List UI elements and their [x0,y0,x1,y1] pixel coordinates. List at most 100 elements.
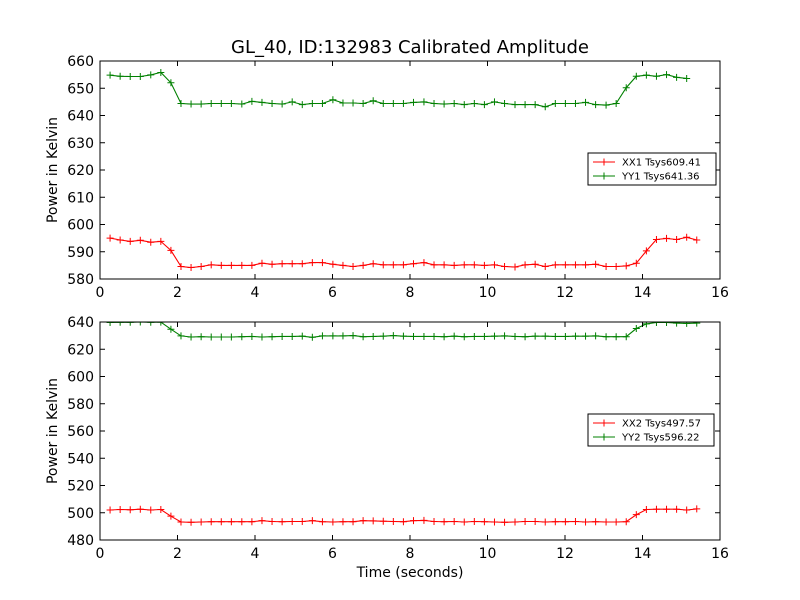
data-point [541,262,549,270]
data-point [612,100,620,108]
data-point [582,98,590,106]
data-point [683,233,691,241]
data-point [207,518,215,526]
data-point [652,72,660,80]
data-point [147,238,155,246]
y-tick-label: 630 [67,136,94,152]
data-point [430,100,438,108]
data-point [592,101,600,109]
data-point [258,98,266,106]
data-point [318,518,326,526]
data-point [450,332,458,340]
data-point [308,100,316,108]
data-point [683,74,691,82]
data-point [490,332,498,340]
data-point [470,100,478,108]
data-point [582,518,590,526]
data-point [268,517,276,525]
data-point [409,98,417,106]
legend-label: YY2 Tsys596.22 [621,433,700,444]
data-point [490,518,498,526]
data-point [420,332,428,340]
data-point [531,517,539,525]
data-point [521,333,529,341]
data-point [420,259,428,267]
data-point [693,236,701,244]
legend: XX2 Tsys497.57 YY2 Tsys596.22 [587,413,715,447]
data-point [298,260,306,268]
y-tick-label: 540 [67,451,94,467]
data-point [258,259,266,267]
y-tick-label: 620 [67,163,94,179]
top-panel: 0 2 4 6 8 10 12 14 16 580 590 600 610 620 630 640 650 660… [45,54,729,301]
data-point [602,101,610,109]
data-point [329,332,337,340]
x-tick-label: 4 [251,546,260,562]
data-point [612,333,620,341]
data-point [430,332,438,340]
data-point [359,517,367,525]
data-point [126,506,134,514]
y-tick-label: 590 [67,245,94,261]
y-tick-label: 480 [67,533,94,549]
data-point [359,261,367,269]
data-point [369,332,377,340]
data-point [248,97,256,105]
legend-marker [600,158,608,166]
data-point [541,103,549,111]
data-point [632,72,640,80]
data-point [430,261,438,269]
data-point [460,101,468,109]
data-point [592,332,600,340]
data-point [136,505,144,513]
data-point [238,261,246,269]
data-point [248,332,256,340]
data-point [642,505,650,513]
y-tick-label: 580 [67,397,94,413]
legend-marker [600,433,608,441]
data-point [278,100,286,108]
y-axis-label: Power in Kelvin [45,378,61,484]
data-point [501,100,509,108]
data-point [187,333,195,341]
data-point [207,100,215,108]
y-tick-label: 580 [67,272,94,288]
data-point [136,236,144,244]
x-tick-label: 0 [96,285,105,301]
x-tick-label: 8 [406,285,415,301]
data-point [541,518,549,526]
data-point [197,333,205,341]
data-point [571,100,579,108]
data-point [561,100,569,108]
data-point [592,518,600,526]
data-point [187,518,195,526]
data-point [460,261,468,269]
data-point [278,518,286,526]
x-axis-label: Time (seconds) [356,565,464,581]
data-point [116,72,124,80]
data-point [167,246,175,254]
data-point [126,237,134,245]
data-point [501,262,509,270]
data-point [298,517,306,525]
x-tick-label: 16 [711,285,729,301]
data-point [288,332,296,340]
x-tick-label: 8 [406,546,415,562]
data-point [531,260,539,268]
data-point [409,517,417,525]
x-tick-label: 12 [556,285,574,301]
data-point [632,511,640,519]
data-point [288,260,296,268]
data-point [409,260,417,268]
data-point [673,73,681,81]
data-point [642,322,650,328]
data-point [106,506,114,514]
data-point [349,262,357,270]
data-point [207,261,215,269]
data-point [238,333,246,341]
legend-label: XX1 Tsys609.41 [622,158,701,169]
data-point [592,260,600,268]
data-point [673,322,681,327]
y-tick-label: 660 [67,54,94,70]
data-point [339,99,347,107]
